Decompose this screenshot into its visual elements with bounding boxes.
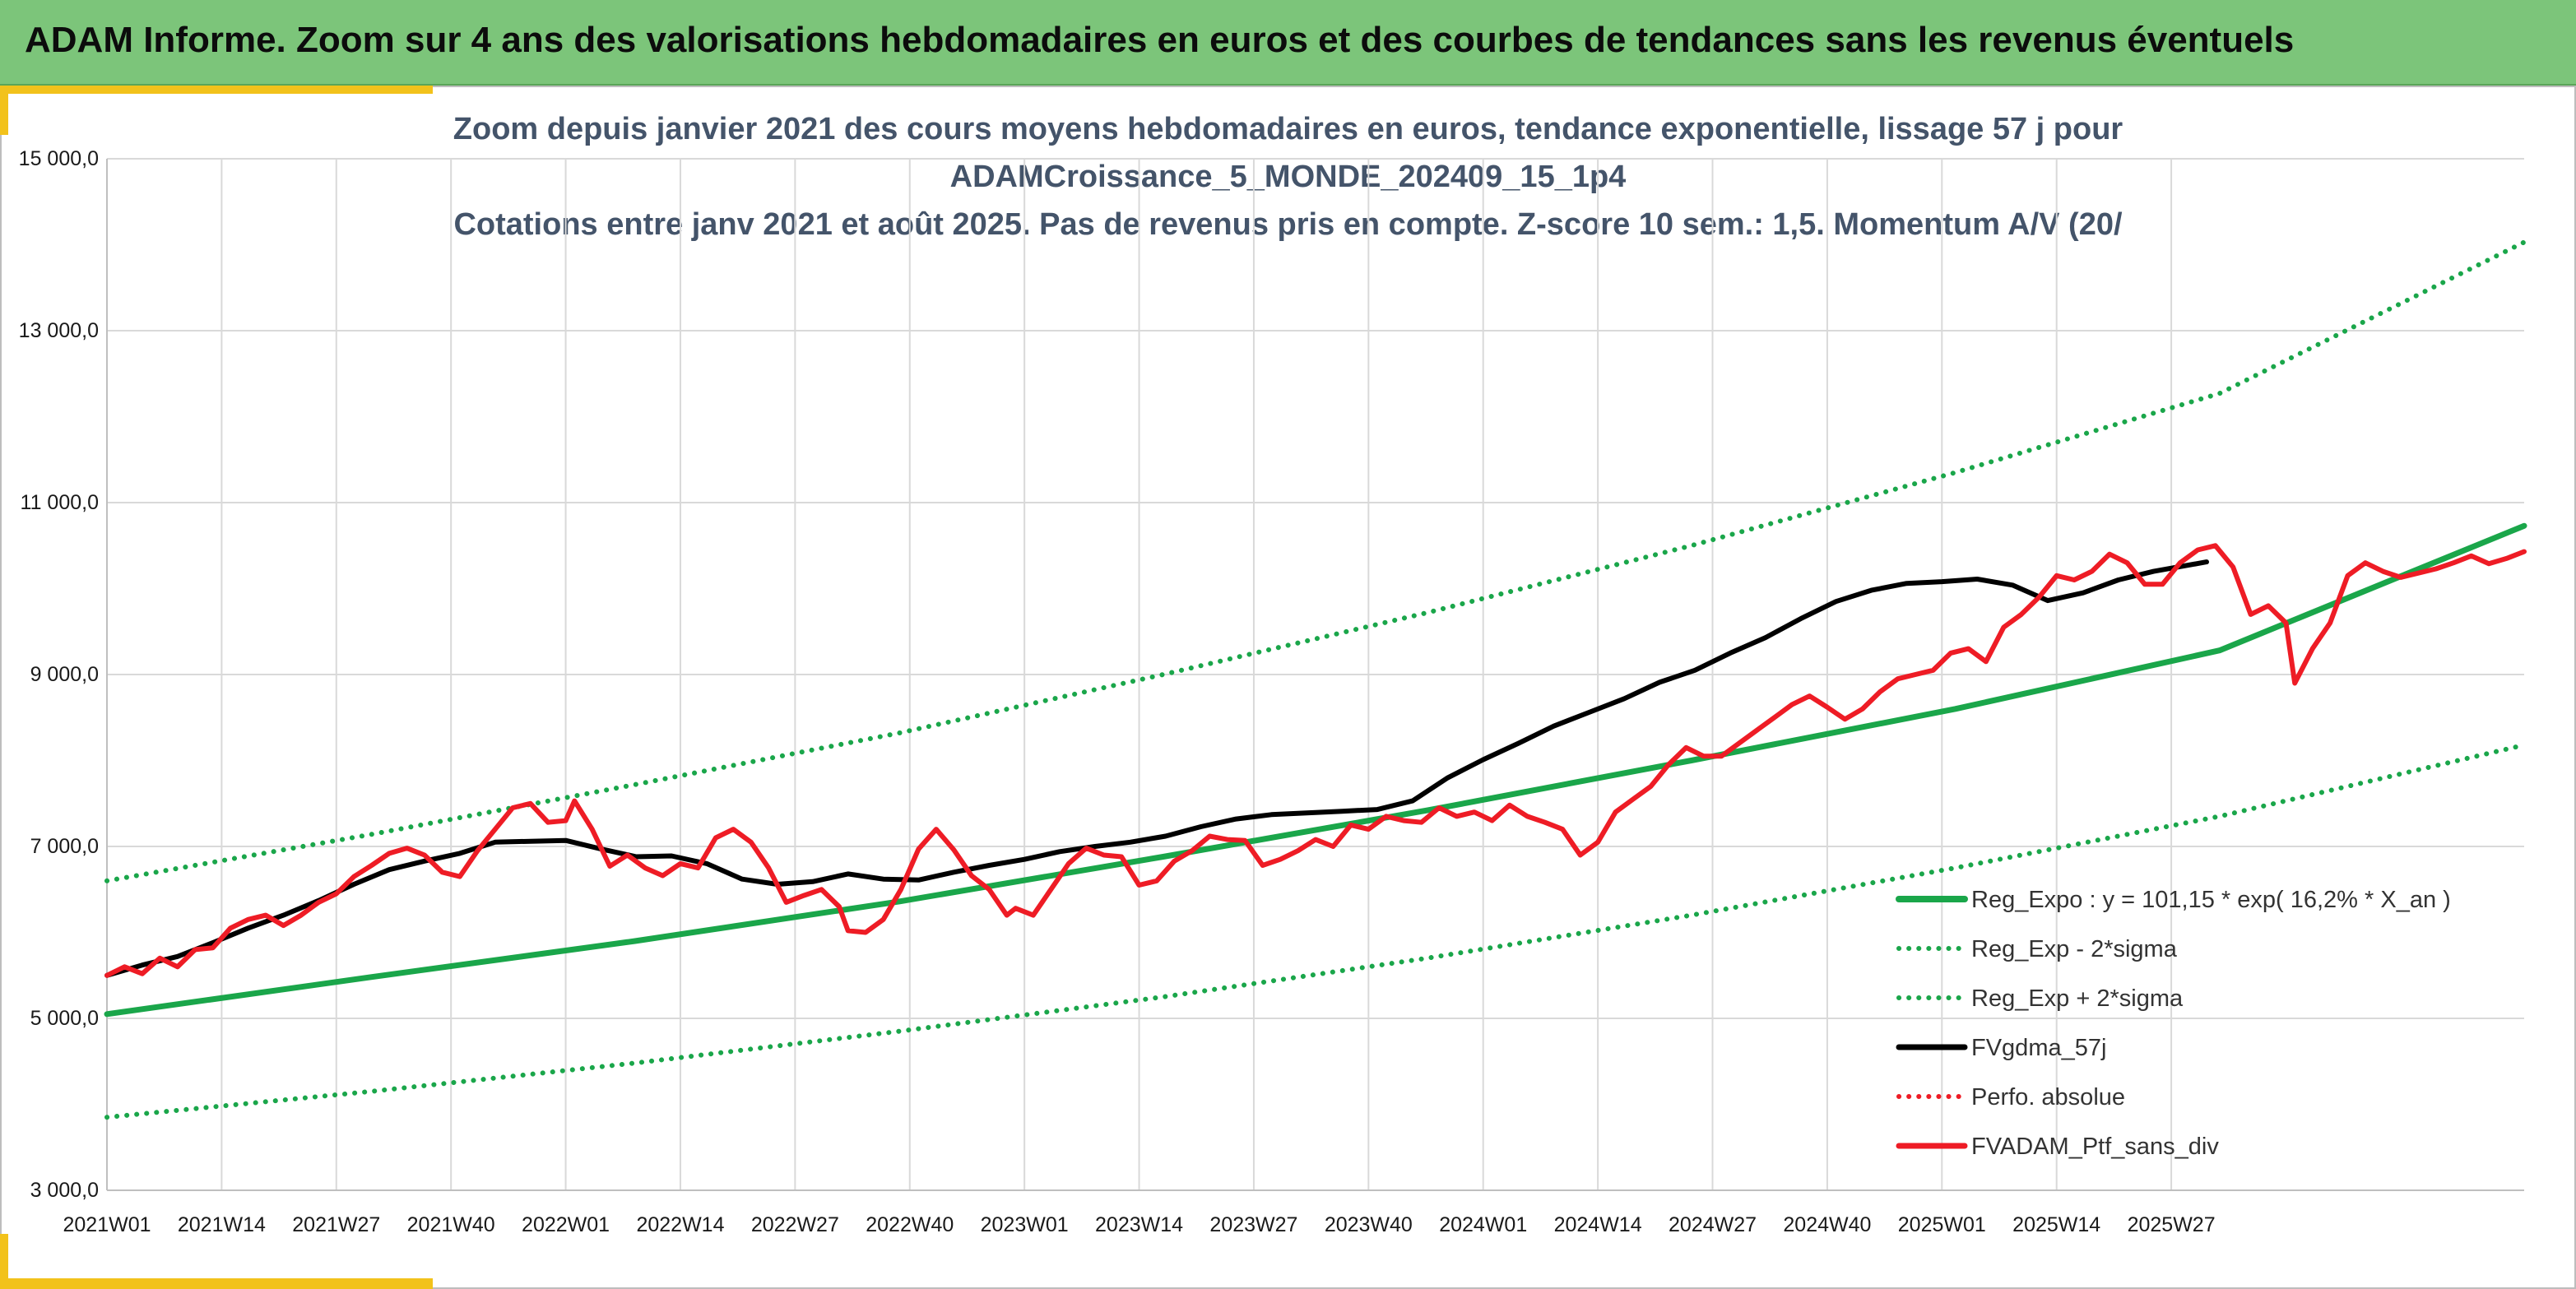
x-axis-ticks: 2021W01 2021W14 2021W27 2021W40 2022W01 2022W… [63,1213,2215,1236]
legend-label: Perfo. absolue [1971,1084,2125,1110]
legend-label: FVADAM_Ptf_sans_div [1971,1134,2219,1160]
legend-label: Reg_Exp + 2*sigma [1971,985,2184,1012]
x-tick-label: 2025W27 [2128,1213,2216,1236]
x-tick-label: 2024W40 [1783,1213,1871,1236]
chart-axes [106,159,2524,1191]
chart-title-line-3: Cotations entre janv 2021 et août 2025. … [453,207,2123,242]
trend-series-line [104,522,2527,1018]
y-tick-label: 5 000,0 [30,1007,99,1030]
chart-title-line-1: Zoom depuis janvier 2021 des cours moyen… [453,112,2123,146]
trend-minus-2sigma-line [104,742,2527,1120]
y-tick-label: 7 000,0 [30,835,99,858]
y-tick-label: 13 000,0 [19,319,99,342]
y-tick-label: 3 000,0 [30,1179,99,1202]
report-banner: ADAM Informe. Zoom sur 4 ans des valoris… [0,0,2576,86]
series-layer [104,239,2527,1120]
x-tick-label: 2022W40 [866,1213,954,1236]
legend-label: FVgdma_57j [1971,1035,2106,1061]
portfolio-value-line [104,543,2527,978]
x-tick-label: 2022W27 [751,1213,839,1236]
x-tick-label: 2023W01 [981,1213,1069,1236]
x-tick-label: 2023W40 [1325,1213,1413,1236]
corner-accent-bottom [0,1278,433,1289]
x-tick-label: 2021W01 [63,1213,151,1236]
x-tick-label: 2025W01 [1898,1213,1986,1236]
corner-accent-top-vertical [0,86,8,135]
x-tick-label: 2023W27 [1209,1213,1297,1236]
vertical-gridlines [106,159,2173,1190]
y-tick-label: 11 000,0 [21,491,99,514]
trend-plus-2sigma-line [104,239,2527,883]
horizontal-gridlines [107,158,2524,1191]
corner-accent-top [0,86,433,94]
x-tick-label: 2021W27 [292,1213,380,1236]
legend-label: Reg_Expo : y = 101,15 * exp( 16,2% * X_a… [1971,887,2451,913]
x-tick-label: 2021W14 [178,1213,266,1236]
legend-label: Reg_Exp - 2*sigma [1971,936,2178,962]
y-axis-ticks: 3 000,0 5 000,0 7 000,0 9 000,0 11 000,0 13 0… [19,147,99,1202]
x-tick-label: 2024W01 [1439,1213,1527,1236]
x-tick-label: 2023W14 [1095,1213,1183,1236]
y-tick-label: 15 000,0 [19,147,99,170]
x-tick-label: 2024W27 [1669,1213,1757,1236]
corner-accent-bottom-vertical [0,1234,8,1289]
report-title: ADAM Informe. Zoom sur 4 ans des valoris… [25,20,2295,60]
x-tick-label: 2025W14 [2012,1213,2100,1236]
x-tick-label: 2024W14 [1554,1213,1642,1236]
moving-average-57j-line [104,559,2209,978]
x-tick-label: 2021W40 [407,1213,495,1236]
chart-legend: Reg_Expo : y = 101,15 * exp( 16,2% * X_a… [1896,887,2451,1160]
chart-title-line-2: ADAMCroissance_5_MONDE_202409_15_1p4 [949,160,1627,194]
y-tick-label: 9 000,0 [30,663,99,686]
x-tick-label: 2022W14 [636,1213,724,1236]
x-tick-label: 2022W01 [522,1213,610,1236]
chart-frame [0,86,2576,1289]
